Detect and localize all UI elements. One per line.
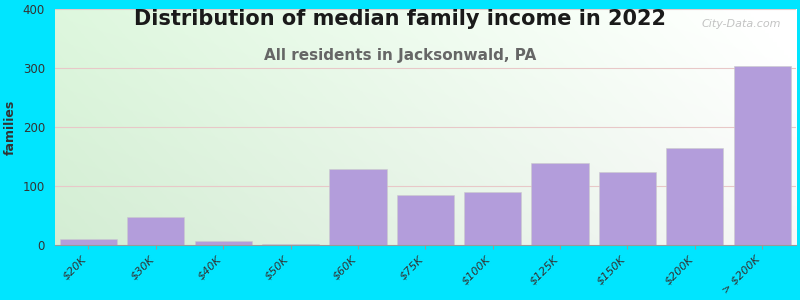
Y-axis label: families: families <box>4 100 17 155</box>
Text: City-Data.com: City-Data.com <box>702 19 781 28</box>
Bar <box>262 244 319 245</box>
Bar <box>397 195 454 245</box>
Bar <box>464 192 522 245</box>
Bar <box>531 163 589 245</box>
Bar <box>734 66 790 245</box>
Bar <box>666 148 723 245</box>
Text: Distribution of median family income in 2022: Distribution of median family income in … <box>134 9 666 29</box>
Bar <box>598 172 656 245</box>
Text: All residents in Jacksonwald, PA: All residents in Jacksonwald, PA <box>264 48 536 63</box>
Bar <box>194 241 252 245</box>
Bar <box>127 217 184 245</box>
Bar <box>60 239 117 245</box>
Bar <box>330 169 386 245</box>
